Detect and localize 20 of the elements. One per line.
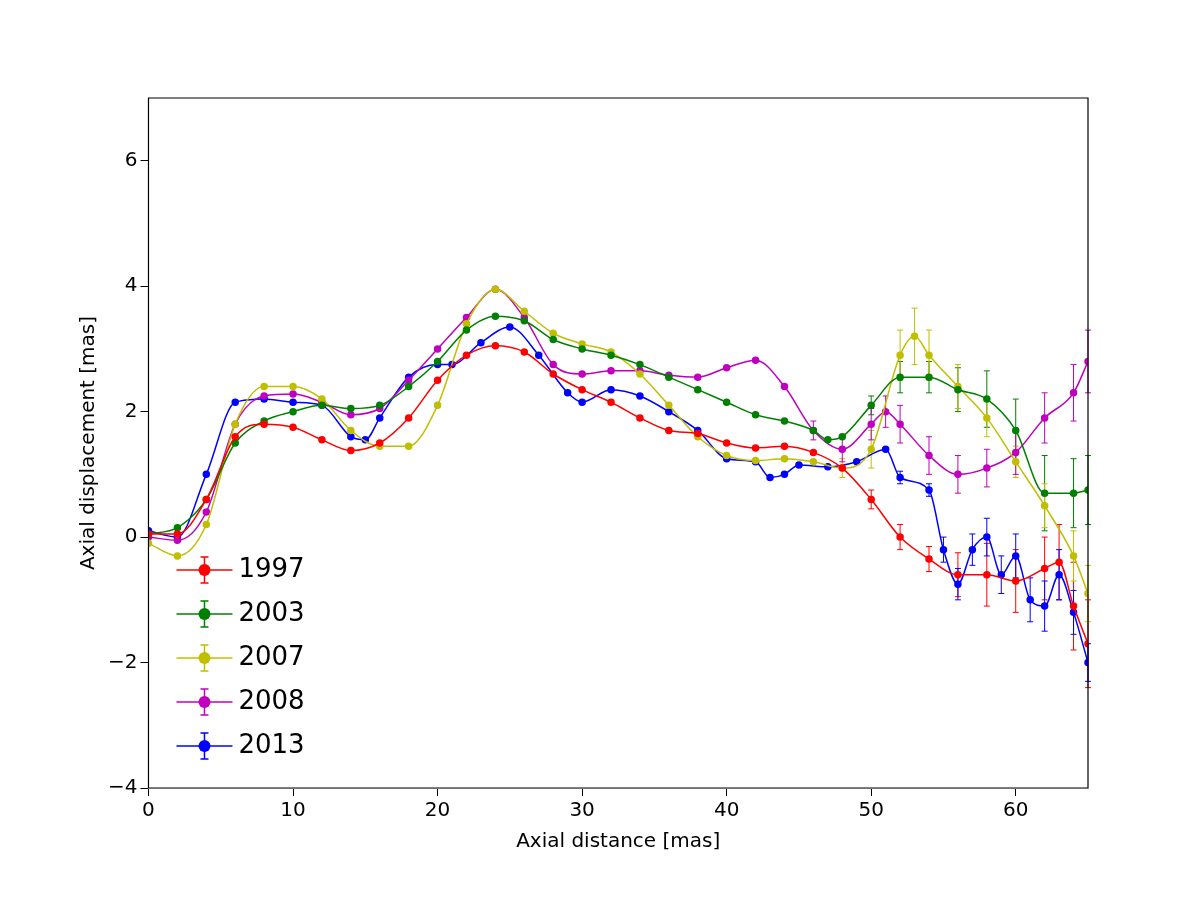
legend-label: 2007 — [238, 640, 305, 671]
y-tick-label: 6 — [124, 146, 138, 171]
x-tick-label: 40 — [713, 797, 740, 822]
legend-label: 1997 — [238, 552, 305, 583]
x-tick-label: 30 — [569, 797, 595, 822]
x-tick-label: 20 — [424, 797, 451, 822]
y-tick-label: 2 — [124, 397, 138, 422]
y-tick-label: 4 — [124, 272, 138, 297]
y-tick-label: −4 — [108, 774, 138, 799]
legend-label: 2013 — [238, 728, 305, 759]
legend-label: 2008 — [238, 684, 305, 715]
y-axis-title: Axial displacement [mas] — [75, 315, 100, 571]
x-tick-label: 60 — [1003, 797, 1029, 822]
legend-label: 2003 — [238, 596, 305, 627]
x-axis-title: Axial distance [mas] — [516, 828, 721, 853]
x-tick-label: 50 — [858, 797, 884, 822]
x-tick-label: 10 — [280, 797, 306, 822]
y-tick-label: −2 — [108, 648, 138, 673]
y-tick-label: 0 — [124, 523, 138, 548]
x-tick-label: 0 — [142, 797, 155, 822]
